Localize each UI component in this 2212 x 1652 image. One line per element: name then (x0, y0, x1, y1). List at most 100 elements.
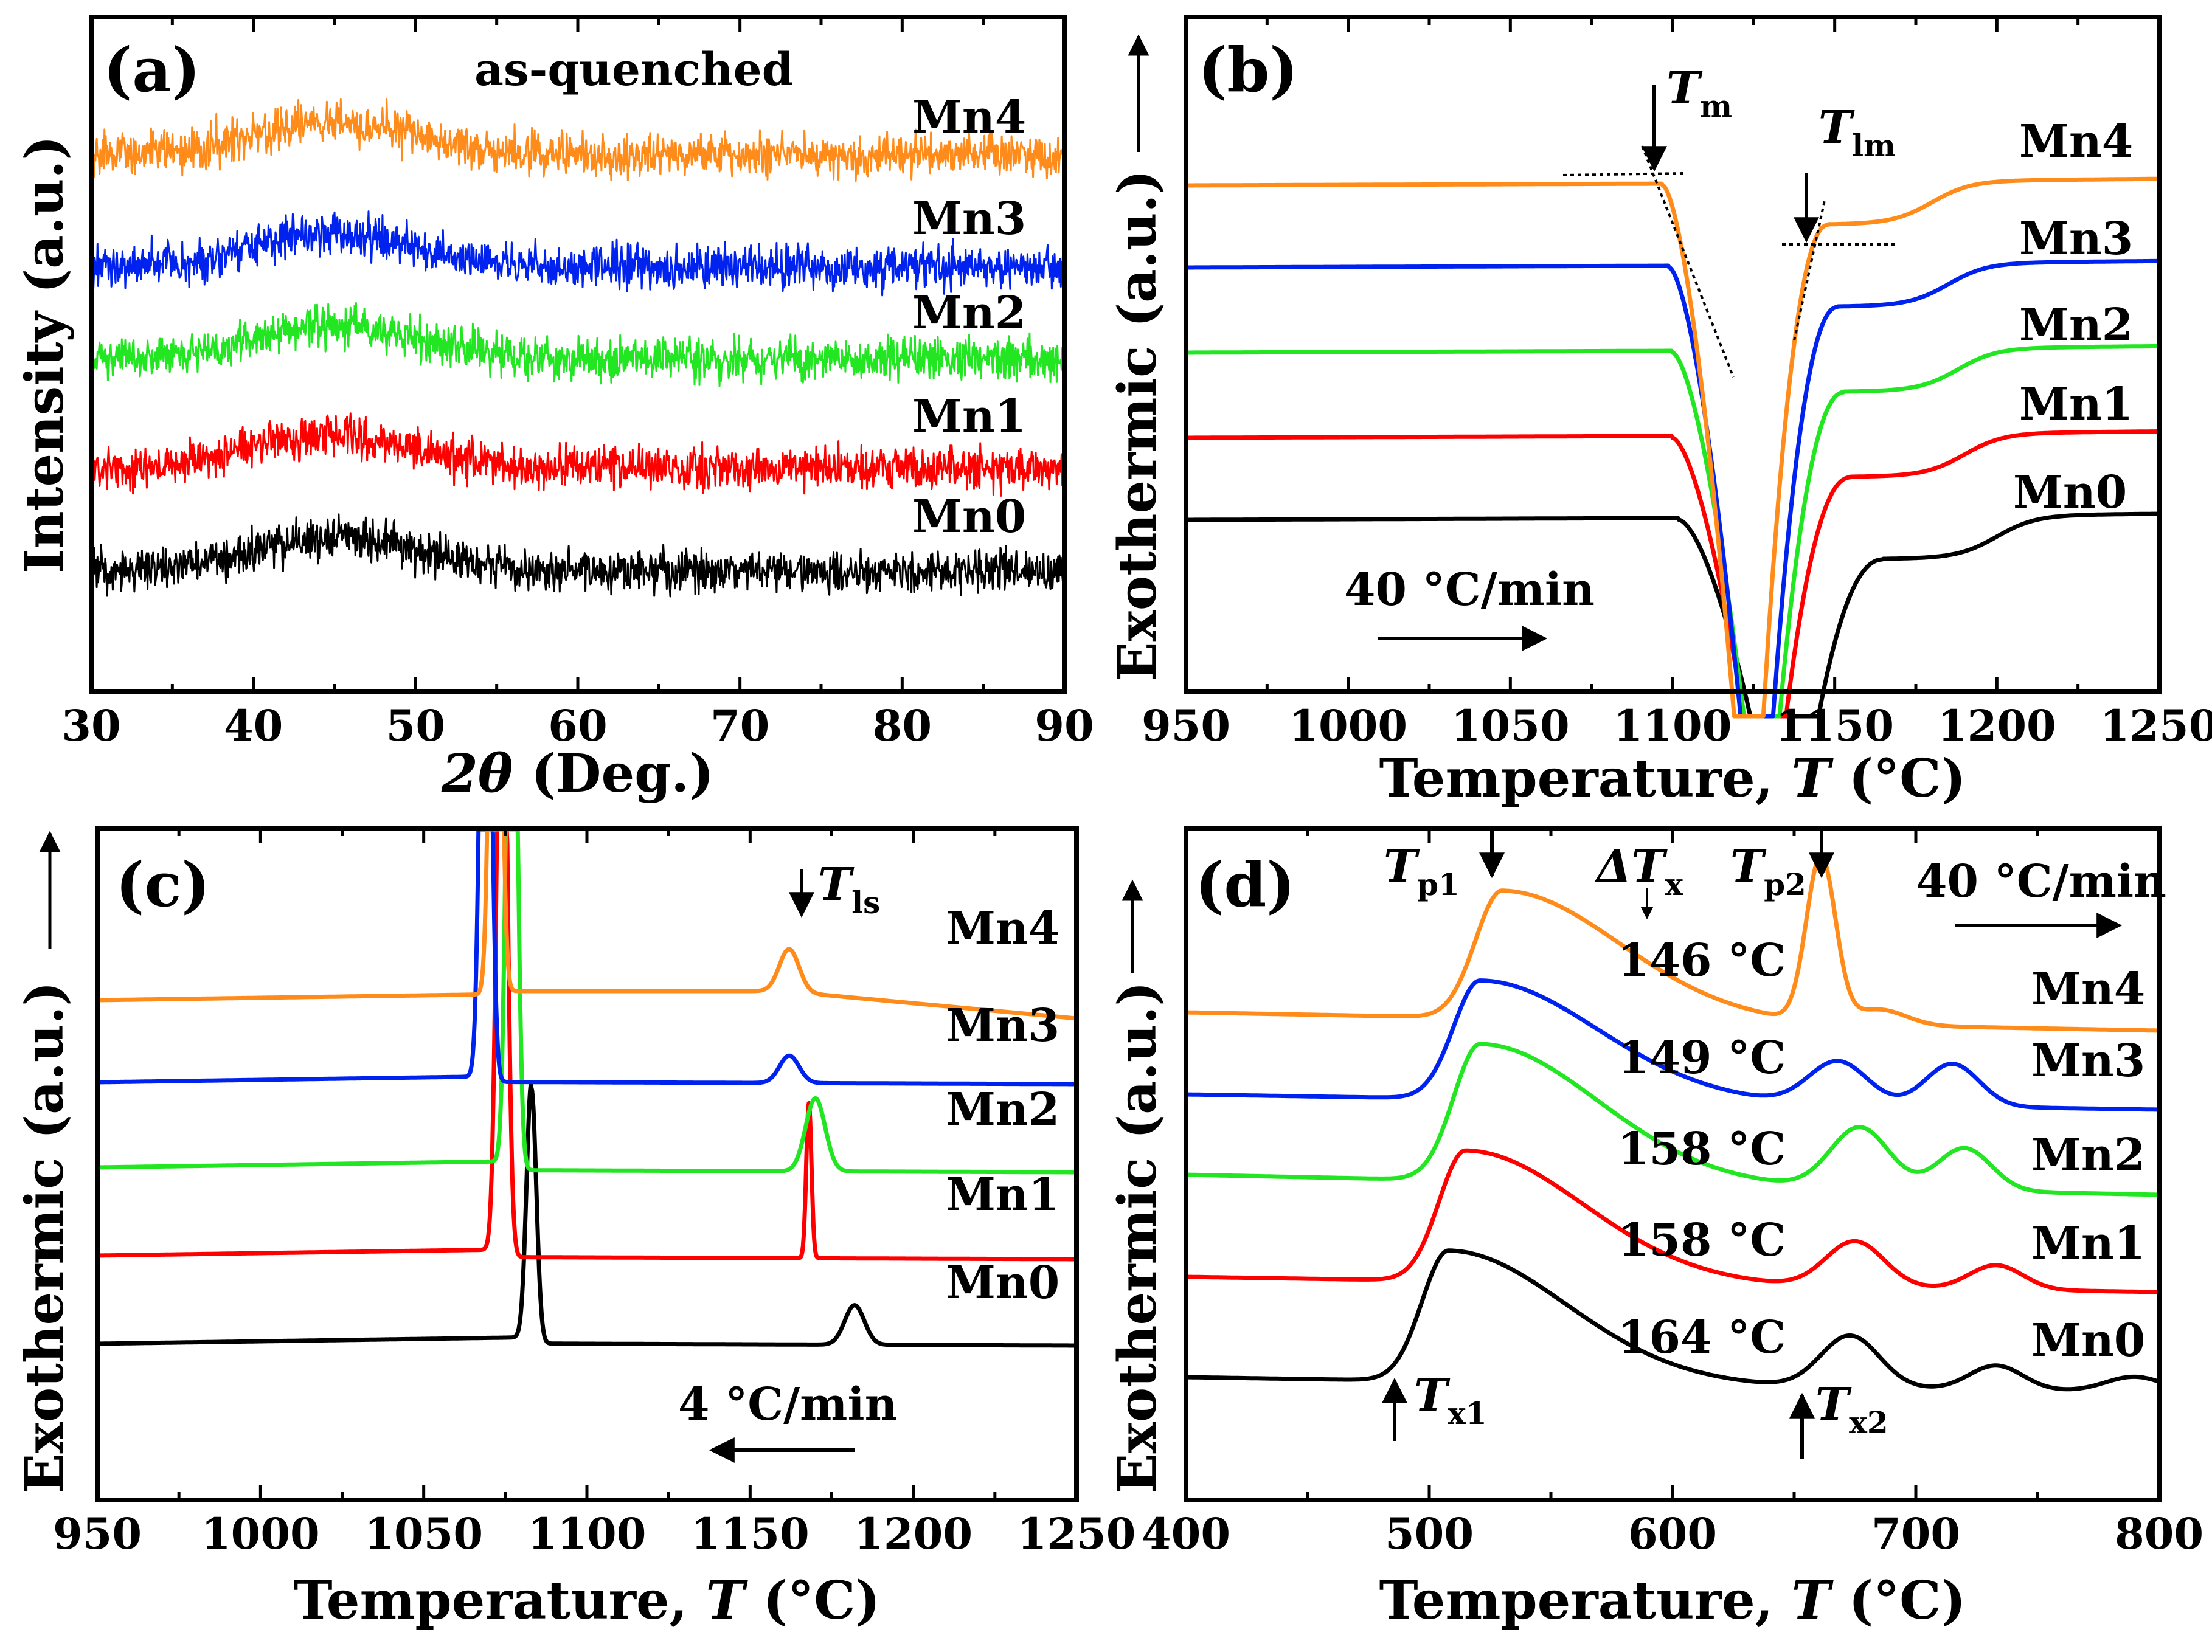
panel-b-tm-tangent-s (1641, 145, 1735, 378)
panel-d-tx1-label: Tx1 (1414, 1369, 1487, 1431)
panel-b-tlm-tangent-s (1793, 200, 1826, 341)
panel-c-series-label-mn1: Mn1 (946, 1169, 1059, 1221)
panel-b-series-label-mn3: Mn3 (2019, 213, 2133, 265)
panel-b-xtick-label: 950 (1142, 700, 1230, 751)
panel-c-label: (c) (116, 849, 210, 921)
panel-d-xtick-label: 600 (1628, 1509, 1717, 1559)
panel-a: 30 40 50 60 70 80 90 (a) as-quenched Mn4 Mn3 M… (14, 15, 1094, 804)
panel-a-series-label-mn2: Mn2 (912, 287, 1026, 339)
panel-b-label: (b) (1198, 34, 1298, 106)
panel-d-xtick-label: 500 (1385, 1509, 1474, 1559)
panel-c-xtick-label: 1150 (691, 1509, 810, 1559)
panel-c-ticks: 950 1000 1050 1100 1150 1200 1250 (53, 828, 1135, 1559)
panel-a-series-mn4 (90, 98, 1066, 182)
panel-b-ticks: 950 1000 1050 1100 1150 1200 1250 (1142, 17, 2212, 751)
panel-c-ylabel: Exothermic (a.u.) (14, 981, 75, 1493)
panel-d-series-label-mn1: Mn1 (2031, 1217, 2145, 1270)
panel-d-xtick-label: 400 (1142, 1509, 1230, 1559)
panel-b-series-mn3 (1185, 258, 2160, 719)
panel-a-label: (a) (103, 34, 200, 106)
panel-d-tp2-label: Tp2 (1730, 840, 1806, 902)
panel-d-ticks: 400 500 600 700 800 (1142, 828, 2203, 1559)
panel-a-series-label-mn4: Mn4 (912, 91, 1026, 143)
panel-a-title: as-quenched (474, 44, 793, 96)
panel-d-series-mn4 (1185, 853, 2160, 1033)
panel-b-series-label-mn4: Mn4 (2019, 116, 2133, 168)
panel-a-series-label-mn0: Mn0 (912, 491, 1026, 543)
panel-d-dtx-mn3: 149 °C (1618, 1032, 1786, 1084)
panel-b-xtick-label: 1200 (1938, 700, 2056, 751)
panel-c-xtick-label: 1000 (201, 1509, 320, 1559)
panel-a-series-mn3 (90, 210, 1066, 297)
panel-d-dtx-mn4: 146 °C (1618, 935, 1786, 987)
panel-b-xtick-label: 1050 (1451, 700, 1570, 751)
panel-c: 950 1000 1050 1100 1150 1200 1250 (c) Tls Mn4 … (14, 826, 1135, 1631)
panel-d-series-label-mn0: Mn0 (2031, 1315, 2145, 1367)
panel-b-series-label-mn1: Mn1 (2019, 378, 2133, 430)
panel-c-frame (95, 826, 1079, 1502)
panel-a-ylabel: Intensity (a.u.) (14, 136, 75, 573)
panel-a-xtick-label: 40 (224, 700, 283, 751)
panel-c-series-mn3 (95, 827, 1078, 1087)
panel-d-label: (d) (1195, 849, 1295, 921)
panel-b-xtick-label: 1150 (1775, 700, 1894, 751)
panel-b-xtick-label: 1250 (2100, 700, 2212, 751)
panel-d-series-mn0 (1185, 1248, 2160, 1392)
panel-b-series-mn0 (1185, 511, 2160, 719)
panel-a-xtick-label: 80 (873, 700, 932, 751)
panel-b-series-mn2 (1185, 344, 2160, 719)
panel-b-rate-label: 40 °C/min (1344, 564, 1595, 616)
panel-a-series-label-mn3: Mn3 (912, 193, 1026, 245)
panel-a-xtick-label: 30 (61, 700, 120, 751)
panel-d-rate-label: 40 °C/min (1916, 855, 2166, 908)
panel-c-xtick-label: 950 (53, 1509, 142, 1559)
panel-b-lines (1185, 176, 2160, 719)
panel-c-xtick-label: 1050 (364, 1509, 483, 1559)
panel-b-tlm-label: Tlm (1818, 102, 1896, 164)
panel-d-xlabel: Temperature, T (°C) (1379, 1570, 1966, 1631)
panel-c-series-label-mn4: Mn4 (946, 902, 1059, 955)
panel-a-series-mn1 (90, 412, 1066, 497)
panel-d-dtx-mn0: 164 °C (1618, 1312, 1786, 1364)
panel-a-xtick-label: 70 (710, 700, 769, 751)
panel-d: 400 500 600 700 800 (d) Tp1 ΔTx Tp2 40 °C/mi… (1107, 826, 2203, 1631)
panel-a-xtick-label: 50 (386, 700, 445, 751)
panel-d-dtx-mn1: 158 °C (1618, 1214, 1786, 1267)
panel-c-xtick-label: 1100 (528, 1509, 647, 1559)
panel-b-tm-label: Tm (1666, 62, 1732, 124)
panel-d-xtick-label: 700 (1871, 1509, 1960, 1559)
panel-d-series-mn1 (1185, 1148, 2160, 1294)
panel-b-xlabel: Temperature, T (°C) (1379, 748, 1966, 809)
panel-a-series-mn0 (90, 513, 1066, 598)
panel-d-series-label-mn4: Mn4 (2031, 963, 2145, 1015)
panel-c-series-mn2 (95, 827, 1078, 1175)
panel-b-series-mn4 (1185, 176, 2160, 719)
panel-a-xlabel: 2θ (Deg.) (441, 743, 714, 804)
panel-c-rate-label: 4 °C/min (678, 1378, 897, 1431)
panel-d-tx2-label: Tx2 (1815, 1378, 1888, 1440)
panel-d-frame (1184, 826, 2162, 1502)
panel-d-lines (1185, 853, 2160, 1392)
panel-c-xtick-label: 1250 (1018, 1509, 1136, 1559)
panel-c-series-label-mn3: Mn3 (946, 1000, 1059, 1052)
panel-b-tm-tangent-h (1562, 172, 1685, 176)
panel-d-dtx-label: ΔTx (1594, 840, 1683, 902)
panel-d-series-label-mn3: Mn3 (2031, 1035, 2145, 1087)
panel-b-xtick-label: 1100 (1614, 700, 1732, 751)
panel-c-series-mn1 (95, 827, 1078, 1262)
panel-b-xtick-label: 1000 (1289, 700, 1407, 751)
panel-b-series-mn1 (1185, 429, 2160, 719)
panel-c-xlabel: Temperature, T (°C) (294, 1570, 881, 1631)
panel-a-ticks: 30 40 50 60 70 80 90 (61, 17, 1094, 751)
panel-c-series-mn0 (95, 1082, 1078, 1348)
panel-d-tp1-label: Tp1 (1384, 840, 1460, 902)
panel-a-series-mn2 (90, 302, 1066, 387)
panel-c-tls-label: Tls (818, 859, 880, 921)
panel-a-frame (89, 15, 1067, 694)
panel-d-series-mn2 (1185, 1042, 2160, 1197)
panel-b: 950 1000 1050 1100 1150 1200 1250 (b) Tm Tlm M… (1107, 15, 2212, 809)
panel-b-series-label-mn0: Mn0 (2013, 466, 2127, 519)
panel-d-xtick-label: 800 (2115, 1509, 2203, 1559)
panel-d-ylabel: Exothermic (a.u.) (1107, 981, 1168, 1493)
panel-d-dtx-mn2: 158 °C (1618, 1123, 1786, 1175)
